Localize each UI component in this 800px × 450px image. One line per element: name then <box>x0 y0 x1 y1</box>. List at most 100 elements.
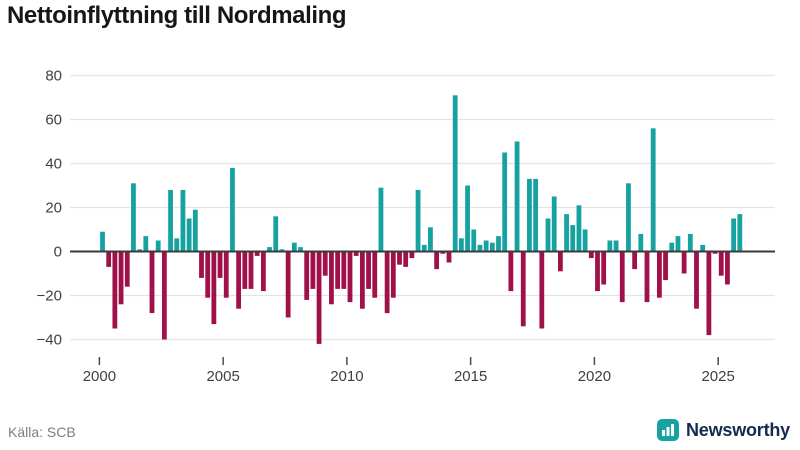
bar-2023-Q2 <box>675 236 681 252</box>
bar-2012-Q4 <box>415 189 421 252</box>
bar-2025-Q3 <box>731 218 737 252</box>
bar-2003-Q3 <box>186 218 192 252</box>
bar-2024-Q4 <box>712 251 718 254</box>
x-axis-label: 2020 <box>578 368 611 385</box>
bar-2011-Q2 <box>378 187 384 252</box>
newsworthy-logo[interactable]: Newsworthy <box>656 419 790 441</box>
bar-2020-Q3 <box>607 240 613 252</box>
bar-2014-Q2 <box>452 95 458 252</box>
bar-2015-Q4 <box>489 242 495 252</box>
bar-2016-Q4 <box>514 141 520 252</box>
bar-2025-Q1 <box>718 251 724 276</box>
bar-2011-Q1 <box>372 251 378 298</box>
y-axis-label: 60 <box>45 112 62 129</box>
bar-2024-Q2 <box>700 244 706 252</box>
bar-2000-Q1 <box>100 231 105 252</box>
bar-2002-Q1 <box>149 251 155 314</box>
newsworthy-wordmark: Newsworthy <box>685 419 790 440</box>
bar-2021-Q1 <box>619 251 625 303</box>
y-axis-label: 20 <box>45 200 62 217</box>
bar-2006-Q1 <box>248 251 254 289</box>
bar-2012-Q1 <box>397 251 402 265</box>
bar-2012-Q2 <box>403 251 409 267</box>
bar-2000-Q2 <box>106 251 112 267</box>
bar-2003-Q4 <box>192 209 198 252</box>
bar-2000-Q3 <box>112 251 118 329</box>
bar-2018-Q2 <box>551 196 557 252</box>
bar-2010-Q1 <box>347 251 353 303</box>
bar-2007-Q2 <box>279 249 285 252</box>
bar-2002-Q3 <box>161 251 167 340</box>
bar-2000-Q4 <box>118 251 124 305</box>
bar-2019-Q1 <box>570 225 576 252</box>
bar-2001-Q4 <box>143 236 149 252</box>
y-axis-label: 40 <box>45 156 62 173</box>
bar-2007-Q4 <box>291 242 297 252</box>
bar-2023-Q3 <box>681 251 687 274</box>
bar-2004-Q3 <box>211 251 217 325</box>
y-axis-label: 0 <box>54 244 62 261</box>
bar-2018-Q4 <box>564 214 569 252</box>
bar-2012-Q3 <box>409 251 415 259</box>
bar-2010-Q4 <box>366 251 371 289</box>
bar-2020-Q1 <box>595 251 600 292</box>
bar-2007-Q1 <box>273 216 279 252</box>
bar-2009-Q2 <box>329 251 334 305</box>
bar-2008-Q1 <box>298 247 303 252</box>
bar-chart-icon <box>656 419 679 441</box>
bar-2014-Q3 <box>458 238 464 252</box>
bar-2006-Q3 <box>260 251 266 292</box>
bar-2015-Q1 <box>471 229 477 252</box>
bar-2021-Q4 <box>638 233 644 252</box>
bar-2009-Q3 <box>335 251 341 289</box>
bar-2004-Q4 <box>217 251 223 278</box>
bar-2025-Q4 <box>737 214 743 252</box>
bar-2022-Q3 <box>656 251 662 298</box>
y-axis-label: 80 <box>45 68 62 85</box>
bar-2021-Q2 <box>626 183 631 252</box>
bar-2024-Q3 <box>706 251 712 336</box>
bar-2001-Q3 <box>137 249 143 252</box>
bar-2001-Q2 <box>131 183 136 252</box>
bar-2010-Q2 <box>353 251 359 256</box>
bar-2017-Q3 <box>533 178 539 252</box>
bar-2017-Q2 <box>527 178 532 252</box>
bar-2007-Q3 <box>285 251 291 318</box>
bar-2002-Q4 <box>168 189 173 252</box>
bar-2011-Q3 <box>384 251 390 314</box>
bar-2016-Q2 <box>502 152 508 252</box>
bar-2014-Q4 <box>465 185 470 252</box>
bar-2005-Q4 <box>242 251 248 289</box>
bar-2016-Q3 <box>508 251 514 292</box>
bar-2018-Q3 <box>557 251 563 272</box>
bar-2022-Q4 <box>663 251 668 281</box>
bar-2003-Q2 <box>180 189 186 252</box>
y-axis-label: −40 <box>37 332 62 349</box>
bar-2020-Q2 <box>601 251 607 285</box>
bar-2005-Q2 <box>230 167 235 252</box>
x-axis-label: 2010 <box>330 368 363 385</box>
chart-title: Nettoinflyttning till Nordmaling <box>7 2 347 29</box>
bar-2018-Q1 <box>545 218 551 252</box>
bar-2013-Q2 <box>428 227 433 252</box>
bar-2017-Q4 <box>539 251 545 329</box>
bar-2019-Q2 <box>576 205 582 252</box>
bar-2019-Q4 <box>588 251 594 259</box>
bar-2011-Q4 <box>390 251 396 298</box>
bar-2003-Q1 <box>174 238 180 252</box>
bar-2010-Q3 <box>359 251 365 309</box>
bar-2001-Q1 <box>124 251 130 287</box>
x-axis-label: 2000 <box>83 368 116 385</box>
bar-2020-Q4 <box>613 240 619 252</box>
bar-2022-Q2 <box>650 128 656 252</box>
bar-2025-Q2 <box>725 251 730 285</box>
bar-2008-Q4 <box>316 251 322 344</box>
bar-2002-Q2 <box>155 240 161 252</box>
bar-2008-Q3 <box>310 251 316 289</box>
bar-2013-Q3 <box>434 251 440 270</box>
bar-2014-Q1 <box>446 251 452 263</box>
bar-2021-Q3 <box>632 251 638 270</box>
x-axis-label: 2005 <box>206 368 239 385</box>
